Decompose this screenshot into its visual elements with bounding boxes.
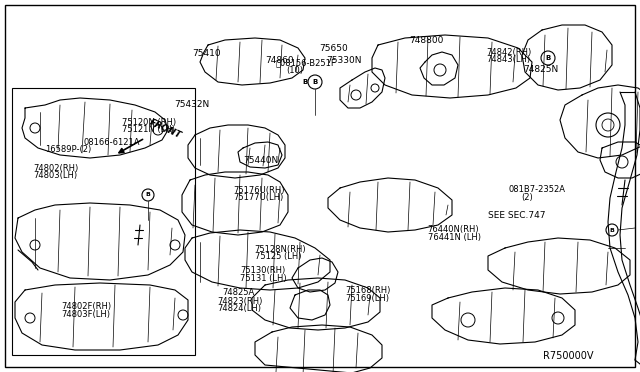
Text: 75177U(LH): 75177U(LH) <box>234 193 284 202</box>
Text: 081B7-2352A: 081B7-2352A <box>509 185 566 194</box>
Text: 74824(LH): 74824(LH) <box>218 304 262 313</box>
Text: 75168(RH): 75168(RH) <box>346 286 391 295</box>
Text: 74823(RH): 74823(RH) <box>218 297 263 306</box>
Text: R750000V: R750000V <box>543 352 593 361</box>
Text: 75128N(RH): 75128N(RH) <box>255 245 307 254</box>
Text: 75410: 75410 <box>192 49 221 58</box>
Text: 76441N (LH): 76441N (LH) <box>428 233 481 242</box>
Text: 75169(LH): 75169(LH) <box>346 294 390 303</box>
Text: 74802(RH): 74802(RH) <box>33 164 79 173</box>
Text: 74803F(LH): 74803F(LH) <box>61 310 110 319</box>
Text: 75650: 75650 <box>319 44 348 53</box>
Text: 74842(RH): 74842(RH) <box>486 48 532 57</box>
Text: 75432N: 75432N <box>174 100 209 109</box>
Text: B: B <box>545 55 550 61</box>
Text: 08156-B251F: 08156-B251F <box>275 59 336 68</box>
Text: 75125 (LH): 75125 (LH) <box>255 252 301 261</box>
Text: 74825A: 74825A <box>223 288 255 296</box>
Text: SEE SEC.747: SEE SEC.747 <box>488 211 545 220</box>
Text: 748800: 748800 <box>410 36 444 45</box>
Text: 75121N (LH): 75121N (LH) <box>122 125 175 134</box>
Text: 76440N(RH): 76440N(RH) <box>428 225 479 234</box>
Text: 75176U(RH): 75176U(RH) <box>234 186 285 195</box>
Text: B: B <box>145 192 150 198</box>
Text: 74843(LH): 74843(LH) <box>486 55 531 64</box>
Text: 75131 (LH): 75131 (LH) <box>240 274 287 283</box>
Text: 75120N (RH): 75120N (RH) <box>122 118 176 126</box>
Text: 74802F(RH): 74802F(RH) <box>61 302 111 311</box>
Text: 08166-6121A: 08166-6121A <box>83 138 140 147</box>
Text: 75130(RH): 75130(RH) <box>240 266 285 275</box>
Text: 16589P-(2): 16589P-(2) <box>45 145 91 154</box>
Text: B: B <box>312 79 317 85</box>
Text: (2): (2) <box>522 193 533 202</box>
Text: B: B <box>303 79 308 85</box>
Text: FRONT: FRONT <box>148 118 183 140</box>
Text: 74825N: 74825N <box>524 65 559 74</box>
Text: B: B <box>609 228 614 232</box>
Text: 75330N: 75330N <box>326 56 362 65</box>
Text: 75440N: 75440N <box>243 156 278 165</box>
Text: 74860: 74860 <box>265 56 294 65</box>
Text: (10): (10) <box>286 66 303 75</box>
Text: 74803(LH): 74803(LH) <box>33 171 77 180</box>
